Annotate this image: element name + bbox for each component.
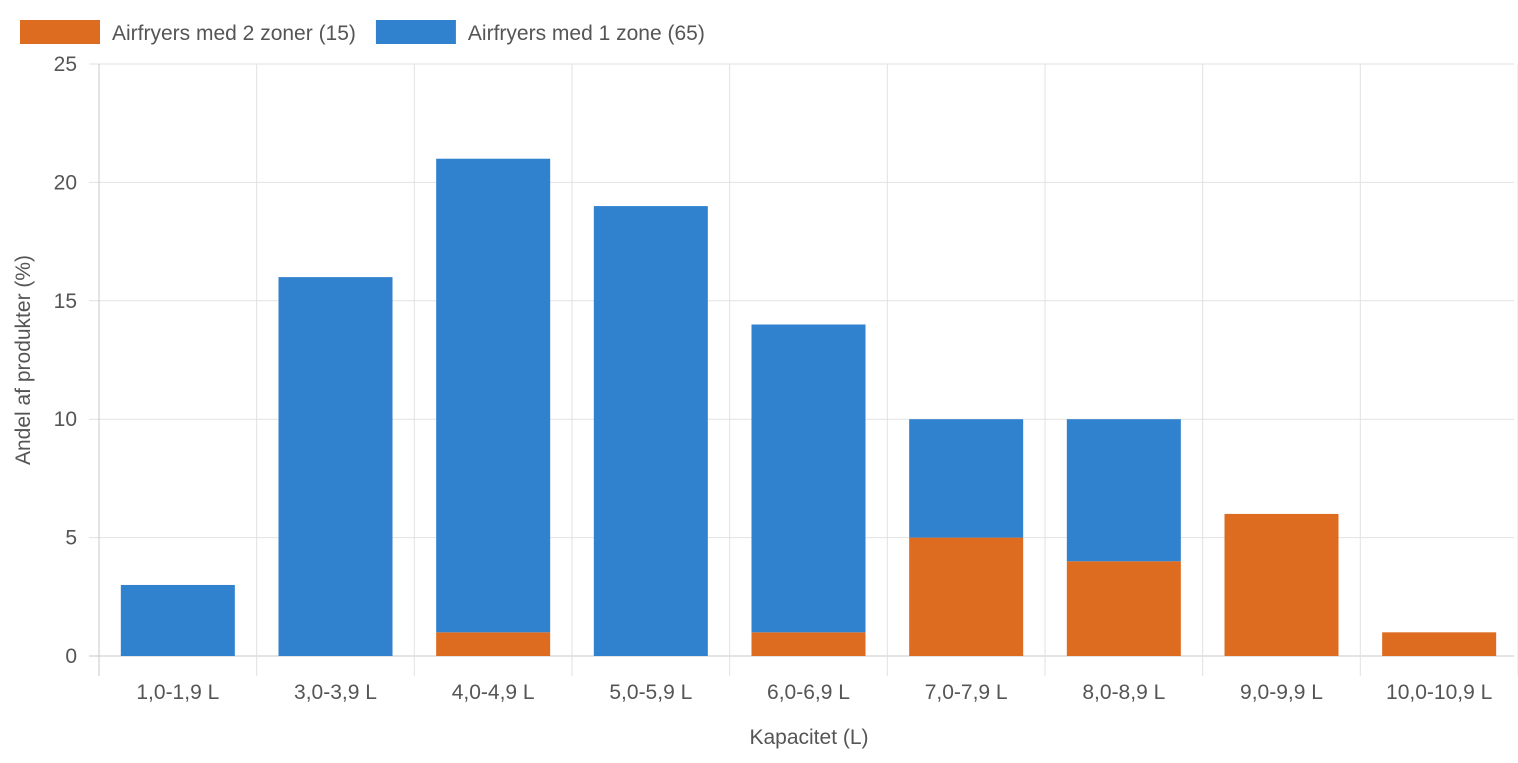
bar-segment[interactable]: [751, 324, 866, 633]
bar-segment[interactable]: [909, 419, 1024, 538]
x-axis-label: Kapacitet (L): [749, 726, 868, 749]
legend-label[interactable]: Airfryers med 1 zone (65): [468, 22, 705, 45]
legend-swatch[interactable]: [375, 20, 456, 44]
y-tick-label: 20: [54, 171, 77, 194]
x-tick-label: 5,0-5,9 L: [609, 681, 692, 704]
x-tick-label: 7,0-7,9 L: [925, 681, 1008, 704]
axes: 0 5 10 15 20 25 1,0-1,9 L 3,0-3,9 L 4,0-4,9 L 5,0…: [54, 53, 1493, 704]
x-tick-label: 4,0-4,9 L: [452, 681, 535, 704]
bar-segment[interactable]: [436, 158, 551, 633]
bar-segment[interactable]: [909, 537, 1024, 656]
x-tick-label: 1,0-1,9 L: [136, 681, 219, 704]
y-tick-label: 5: [65, 527, 77, 550]
bar-segment[interactable]: [1224, 513, 1339, 656]
legend: Airfryers med 2 zoner (15) Airfryers med …: [20, 20, 705, 45]
bar-segment[interactable]: [1066, 561, 1181, 656]
bar-segment[interactable]: [120, 584, 235, 656]
bar-segment[interactable]: [278, 277, 393, 656]
y-tick-label: 0: [65, 645, 77, 668]
x-tick-label: 9,0-9,9 L: [1240, 681, 1323, 704]
y-axis-label: Andel af produkter (%): [12, 255, 35, 465]
bar-segment[interactable]: [593, 206, 708, 656]
x-tick-label: 3,0-3,9 L: [294, 681, 377, 704]
bar-segment[interactable]: [436, 632, 551, 656]
legend-label[interactable]: Airfryers med 2 zoner (15): [112, 22, 356, 45]
legend-swatch[interactable]: [20, 20, 100, 44]
bar-segment[interactable]: [1066, 419, 1181, 562]
bar-segment[interactable]: [1382, 632, 1497, 656]
bars: [120, 158, 1497, 656]
y-tick-label: 15: [54, 290, 77, 313]
y-tick-label: 10: [54, 408, 77, 431]
x-tick-label: 8,0-8,9 L: [1082, 681, 1165, 704]
bar-segment[interactable]: [751, 632, 866, 656]
y-tick-label: 25: [54, 53, 77, 76]
x-tick-label: 6,0-6,9 L: [767, 681, 850, 704]
x-tick-label: 10,0-10,9 L: [1386, 681, 1492, 704]
